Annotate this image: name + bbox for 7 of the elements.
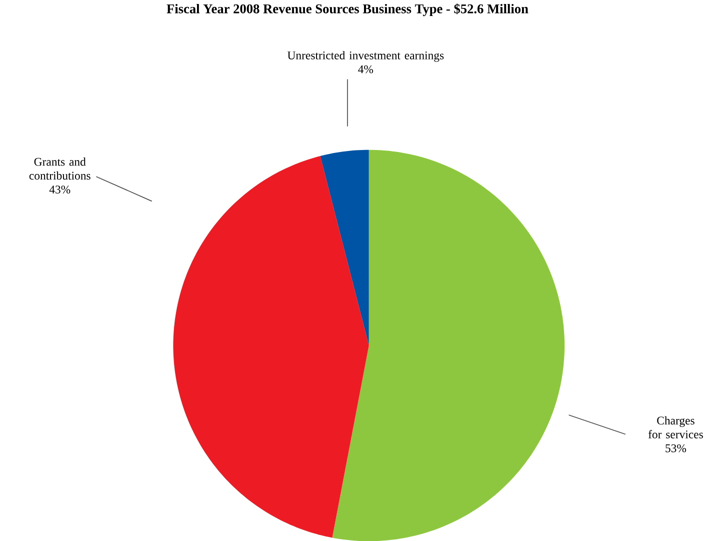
- data-label: 43%: [49, 185, 70, 194]
- slice-label: Charges for services: [648, 416, 703, 438]
- data-label: 53%: [666, 444, 686, 452]
- slice-label: Grants and contributions: [29, 157, 90, 180]
- slice-label: Unrestricted investment earnings: [288, 51, 444, 62]
- chart-title: Fiscal Year 2008 Revenue Sources Business Type - $52.6 Million: [166, 3, 528, 16]
- data-label: 4%: [358, 65, 374, 74]
